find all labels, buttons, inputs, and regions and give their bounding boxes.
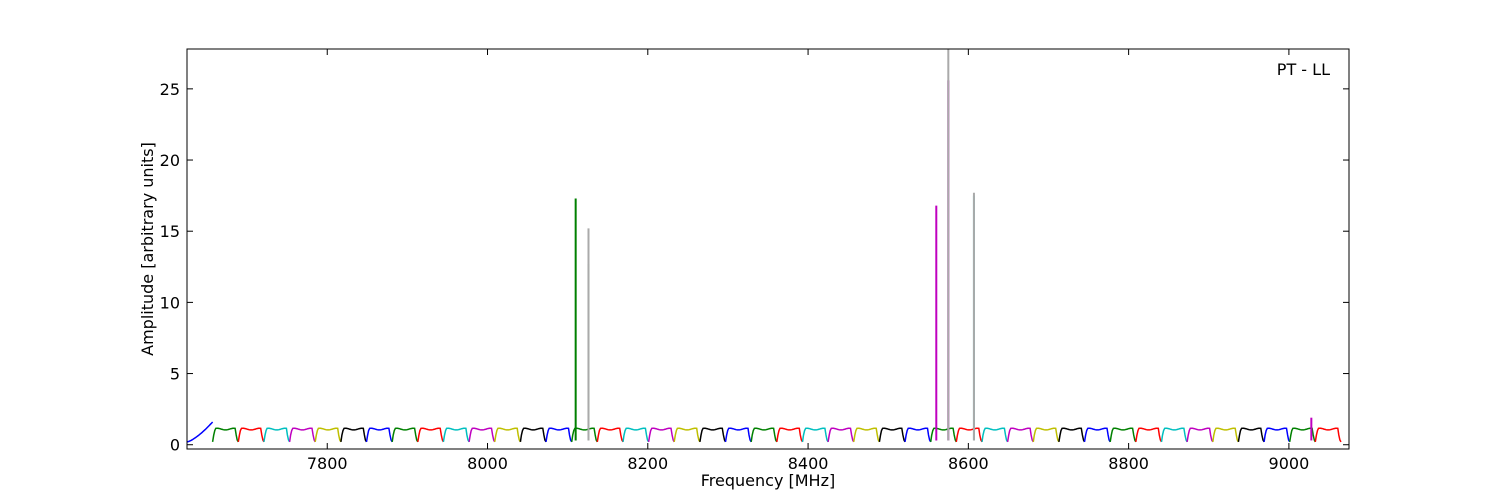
channel-series — [263, 427, 291, 443]
channel-series — [365, 427, 393, 443]
channel-series — [1263, 427, 1291, 443]
x-tick-label: 8400 — [788, 454, 829, 473]
y-tick-label: 15 — [160, 222, 180, 241]
channel-series — [673, 427, 701, 443]
channel-series — [904, 427, 932, 443]
channel-series — [981, 427, 1009, 443]
channel-series — [776, 427, 804, 443]
channel-series — [1186, 427, 1214, 443]
channel-series — [1058, 427, 1086, 443]
channel-series — [1314, 427, 1342, 443]
x-tick-label: 8800 — [1108, 454, 1149, 473]
channel-series — [391, 427, 419, 443]
channel-series — [1032, 427, 1060, 443]
channel-series — [340, 427, 368, 443]
series-layer — [186, 421, 1342, 443]
channel-series — [417, 427, 445, 443]
x-tick-label: 8600 — [948, 454, 989, 473]
channel-series — [314, 427, 342, 443]
channel-series — [237, 427, 265, 443]
channel-series — [545, 427, 573, 443]
channel-series — [750, 427, 778, 443]
channel-series — [878, 427, 906, 443]
y-axis-label: Amplitude [arbitrary units] — [138, 142, 157, 356]
channel-series — [519, 427, 547, 443]
channel-series — [1083, 427, 1111, 443]
channel-series — [596, 427, 624, 443]
x-tick-label: 8200 — [627, 454, 668, 473]
x-tick-label: 9000 — [1269, 454, 1310, 473]
channel-series — [827, 427, 855, 443]
channel-series — [442, 427, 470, 443]
channel-series — [1237, 427, 1265, 443]
channel-series — [1135, 427, 1163, 443]
y-tick-label: 10 — [160, 293, 180, 312]
channel-series — [1006, 427, 1034, 443]
y-tick-label: 5 — [170, 365, 180, 384]
channel-series — [186, 421, 214, 443]
channel-series — [622, 427, 650, 443]
channel-series — [1109, 427, 1137, 443]
y-tick-label: 20 — [160, 151, 180, 170]
x-tick-label: 7800 — [307, 454, 348, 473]
channel-series — [801, 427, 829, 443]
x-tick-label: 8000 — [467, 454, 508, 473]
y-tick-label: 0 — [170, 436, 180, 455]
channel-series — [211, 427, 239, 443]
spike-layer — [574, 49, 1313, 441]
channel-series — [1160, 427, 1188, 443]
channel-series — [852, 427, 881, 443]
plot-frame — [186, 48, 1350, 450]
channel-series — [468, 427, 496, 443]
channel-series — [1212, 427, 1240, 443]
channel-series — [647, 427, 675, 443]
channel-series — [724, 427, 752, 443]
x-axis-label: Frequency [MHz] — [701, 471, 835, 490]
channel-series — [493, 427, 522, 443]
tick-layer: 7800 8000 8200 8400 8600 8800 9000 0 5 10 15 20 25 — [160, 49, 1349, 473]
channel-series — [955, 427, 983, 443]
y-tick-label: 25 — [160, 80, 180, 99]
channel-series — [288, 427, 316, 443]
channel-series — [929, 427, 957, 443]
legend-text: PT - LL — [1277, 60, 1330, 79]
channel-series — [699, 427, 727, 443]
